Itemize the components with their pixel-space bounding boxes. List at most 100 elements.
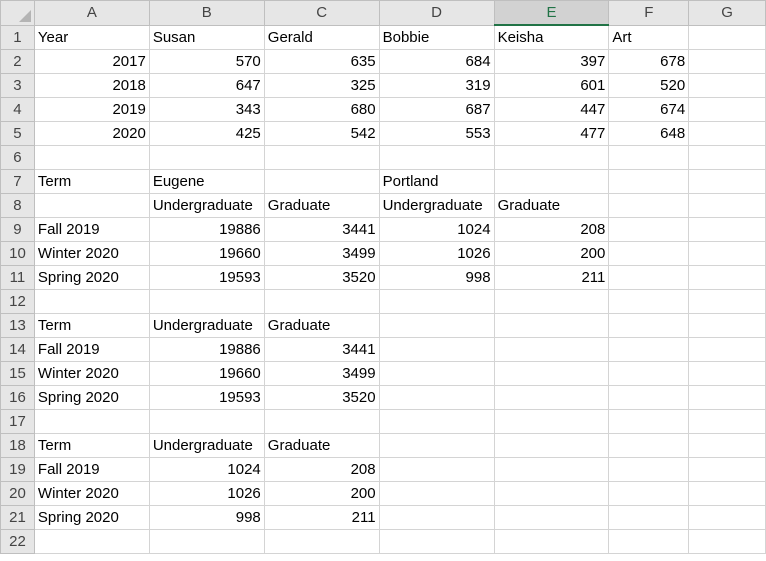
cell-a18[interactable]: Term: [33, 433, 150, 458]
row-header-18[interactable]: 18: [0, 433, 35, 458]
cell-d16[interactable]: [378, 385, 495, 410]
cell-e12[interactable]: [493, 289, 610, 314]
row-header-6[interactable]: 6: [0, 145, 35, 170]
cell-d19[interactable]: [378, 457, 495, 482]
cell-b18[interactable]: Undergraduate: [148, 433, 265, 458]
row-header-16[interactable]: 16: [0, 385, 35, 410]
row-header-10[interactable]: 10: [0, 241, 35, 266]
cell-b20[interactable]: 1026: [148, 481, 265, 506]
cell-g5[interactable]: [688, 121, 766, 146]
cell-a1[interactable]: Year: [33, 24, 150, 50]
cell-e18[interactable]: [493, 433, 610, 458]
cell-g19[interactable]: [688, 457, 766, 482]
cell-b21[interactable]: 998: [148, 505, 265, 530]
cell-f20[interactable]: [608, 481, 690, 506]
cell-b5[interactable]: 425: [148, 121, 265, 146]
cell-e14[interactable]: [493, 337, 610, 362]
column-header-e[interactable]: E: [493, 0, 610, 26]
row-header-11[interactable]: 11: [0, 265, 35, 290]
cell-c16[interactable]: 3520: [263, 385, 380, 410]
cell-c17[interactable]: [263, 409, 380, 434]
cell-g4[interactable]: [688, 97, 766, 122]
cell-d5[interactable]: 553: [378, 121, 495, 146]
cell-c20[interactable]: 200: [263, 481, 380, 506]
cell-e20[interactable]: [493, 481, 610, 506]
cell-g15[interactable]: [688, 361, 766, 386]
cell-f2[interactable]: 678: [608, 49, 690, 74]
cell-b2[interactable]: 570: [148, 49, 265, 74]
row-header-1[interactable]: 1: [0, 24, 35, 50]
cell-b13[interactable]: Undergraduate: [148, 313, 265, 338]
cell-g22[interactable]: [688, 529, 766, 554]
cell-e15[interactable]: [493, 361, 610, 386]
row-header-20[interactable]: 20: [0, 481, 35, 506]
row-header-4[interactable]: 4: [0, 97, 35, 122]
cell-b11[interactable]: 19593: [148, 265, 265, 290]
cell-c7[interactable]: [263, 169, 380, 194]
cell-a21[interactable]: Spring 2020: [33, 505, 150, 530]
cell-f7[interactable]: [608, 169, 690, 194]
cell-g14[interactable]: [688, 337, 766, 362]
cell-f12[interactable]: [608, 289, 690, 314]
cell-g8[interactable]: [688, 193, 766, 218]
cell-d15[interactable]: [378, 361, 495, 386]
cell-c21[interactable]: 211: [263, 505, 380, 530]
row-header-22[interactable]: 22: [0, 529, 35, 554]
cell-b12[interactable]: [148, 289, 265, 314]
cell-e16[interactable]: [493, 385, 610, 410]
cell-e17[interactable]: [493, 409, 610, 434]
cell-f22[interactable]: [608, 529, 690, 554]
cell-d17[interactable]: [378, 409, 495, 434]
cell-f8[interactable]: [608, 193, 690, 218]
cell-f13[interactable]: [608, 313, 690, 338]
cell-e10[interactable]: 200: [493, 241, 610, 266]
row-header-15[interactable]: 15: [0, 361, 35, 386]
cell-b16[interactable]: 19593: [148, 385, 265, 410]
cell-c2[interactable]: 635: [263, 49, 380, 74]
cell-d6[interactable]: [378, 145, 495, 170]
cell-c6[interactable]: [263, 145, 380, 170]
cell-e22[interactable]: [493, 529, 610, 554]
cell-b4[interactable]: 343: [148, 97, 265, 122]
cell-g10[interactable]: [688, 241, 766, 266]
cell-c13[interactable]: Graduate: [263, 313, 380, 338]
cell-d13[interactable]: [378, 313, 495, 338]
cell-e7[interactable]: [493, 169, 610, 194]
cell-e6[interactable]: [493, 145, 610, 170]
cell-d22[interactable]: [378, 529, 495, 554]
row-header-14[interactable]: 14: [0, 337, 35, 362]
cell-a10[interactable]: Winter 2020: [33, 241, 150, 266]
cell-b22[interactable]: [148, 529, 265, 554]
row-header-12[interactable]: 12: [0, 289, 35, 314]
cell-g1[interactable]: [688, 24, 766, 50]
cell-a19[interactable]: Fall 2019: [33, 457, 150, 482]
cell-c10[interactable]: 3499: [263, 241, 380, 266]
cell-a4[interactable]: 2019: [33, 97, 150, 122]
cell-a13[interactable]: Term: [33, 313, 150, 338]
cell-f14[interactable]: [608, 337, 690, 362]
cell-g13[interactable]: [688, 313, 766, 338]
cell-g3[interactable]: [688, 73, 766, 98]
cell-b3[interactable]: 647: [148, 73, 265, 98]
cell-a7[interactable]: Term: [33, 169, 150, 194]
cell-e13[interactable]: [493, 313, 610, 338]
cell-g12[interactable]: [688, 289, 766, 314]
cell-b10[interactable]: 19660: [148, 241, 265, 266]
cell-c14[interactable]: 3441: [263, 337, 380, 362]
cell-f6[interactable]: [608, 145, 690, 170]
row-header-3[interactable]: 3: [0, 73, 35, 98]
cell-a20[interactable]: Winter 2020: [33, 481, 150, 506]
select-all-corner[interactable]: [0, 0, 35, 26]
cell-d20[interactable]: [378, 481, 495, 506]
cell-f18[interactable]: [608, 433, 690, 458]
cell-d4[interactable]: 687: [378, 97, 495, 122]
cell-d9[interactable]: 1024: [378, 217, 495, 242]
cell-g7[interactable]: [688, 169, 766, 194]
cell-f4[interactable]: 674: [608, 97, 690, 122]
column-header-c[interactable]: C: [263, 0, 380, 26]
cell-a8[interactable]: [33, 193, 150, 218]
cell-a11[interactable]: Spring 2020: [33, 265, 150, 290]
cell-f3[interactable]: 520: [608, 73, 690, 98]
